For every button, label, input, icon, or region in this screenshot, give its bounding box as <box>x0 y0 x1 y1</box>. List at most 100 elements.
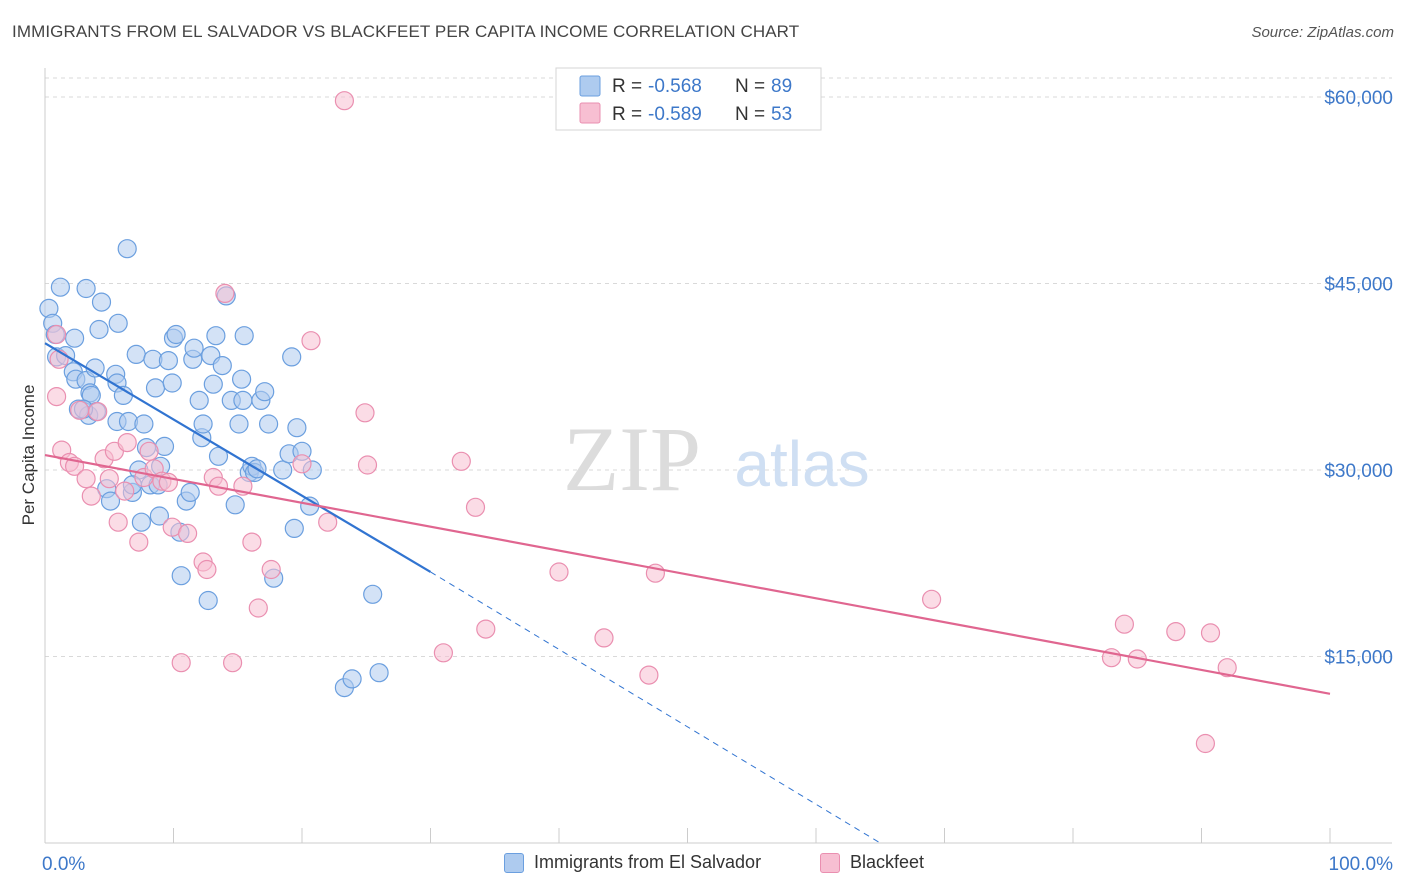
el-salvador-point <box>171 566 191 586</box>
el-salvador-point <box>117 239 137 259</box>
el-salvador-point <box>184 338 204 358</box>
blackfeet-point <box>292 454 312 474</box>
legend-r-value-2: -0.589 <box>648 104 702 125</box>
el-salvador-point <box>162 373 182 393</box>
legend-swatch-el-salvador <box>504 852 524 873</box>
el-salvador-point <box>64 328 85 348</box>
blackfeet-point <box>223 653 243 673</box>
y-tick-label: $30,000 <box>1324 461 1393 482</box>
blackfeet-point <box>115 481 135 501</box>
el-salvador-point <box>287 418 307 438</box>
blackfeet-point <box>1217 658 1237 678</box>
blackfeet-point <box>139 441 159 461</box>
el-salvador-point <box>89 319 109 340</box>
blackfeet-point <box>639 665 659 685</box>
trend-line-blackfeet <box>44 453 1331 695</box>
y-axis-label: Per Capita Income <box>19 385 38 526</box>
blackfeet-point <box>117 433 137 453</box>
blackfeet-point <box>129 532 149 552</box>
trend-line-el-salvador-extension <box>430 571 881 844</box>
blackfeet-point <box>81 486 101 506</box>
legend-item-el-salvador: Immigrants from El Salvador <box>504 852 761 873</box>
blackfeet-point <box>248 598 268 618</box>
blackfeet-point <box>301 331 321 351</box>
blackfeet-point <box>242 532 262 552</box>
blackfeet-point <box>108 512 128 532</box>
blackfeet-point <box>1166 621 1186 642</box>
blackfeet-point <box>197 559 217 580</box>
chart-title: IMMIGRANTS FROM EL SALVADOR VS BLACKFEET… <box>12 22 800 41</box>
el-salvador-point <box>206 326 226 346</box>
blackfeet-point <box>549 562 569 582</box>
legend-n-value-1: 89 <box>771 76 792 97</box>
el-salvador-point <box>126 344 146 364</box>
el-salvador-point <box>232 369 252 389</box>
axes <box>44 68 1392 844</box>
el-salvador-point <box>91 292 112 312</box>
blackfeet-point <box>49 349 69 369</box>
el-salvador-point <box>198 590 218 611</box>
x-tick-labels: 0.0% 100.0% <box>42 854 1393 875</box>
el-salvador-point <box>134 414 154 434</box>
el-salvador-point <box>108 313 128 333</box>
el-salvador-point <box>180 482 200 502</box>
y-tick-label: $15,000 <box>1324 648 1393 669</box>
el-salvador-point <box>225 495 245 515</box>
el-salvador-point <box>284 518 304 539</box>
blackfeet-point <box>261 559 281 580</box>
el-salvador-point <box>145 378 166 398</box>
legend-swatch-blackfeet <box>820 852 840 873</box>
blackfeet-point <box>171 653 191 673</box>
el-salvador-point <box>255 382 275 402</box>
el-salvador-point <box>50 277 71 297</box>
blackfeet-point <box>46 324 67 345</box>
blackfeet-point <box>1114 614 1135 634</box>
legend-top: R = -0.568 N = 89 R = -0.589 N = 53 <box>555 67 822 131</box>
blackfeet-point <box>921 589 942 609</box>
el-salvador-point <box>229 414 249 434</box>
el-salvador-point <box>369 663 389 683</box>
el-salvador-point <box>212 356 232 376</box>
legend-r-label-2: R = <box>612 104 642 125</box>
el-salvador-point <box>203 374 223 394</box>
source-label: Source: ZipAtlas.com <box>1251 24 1394 41</box>
legend-r-label-1: R = <box>612 76 642 97</box>
trend-line-el-salvador <box>44 342 432 573</box>
legend-n-label-1: N = <box>735 76 765 97</box>
trend-lines <box>44 342 1331 844</box>
el-salvador-point <box>342 669 362 689</box>
el-salvador-point <box>259 414 279 434</box>
blackfeet-point <box>476 619 496 639</box>
blackfeet-point <box>1195 733 1216 754</box>
el-salvador-point <box>282 347 302 367</box>
legend-n-value-2: 53 <box>771 104 792 125</box>
el-salvador-point <box>363 584 383 604</box>
legend-n-label-2: N = <box>735 104 765 125</box>
legend-label-blackfeet: Blackfeet <box>850 852 925 872</box>
blackfeet-point <box>355 403 375 423</box>
blackfeet-point <box>178 523 198 544</box>
y-tick-label: $45,000 <box>1324 275 1393 296</box>
blackfeet-point <box>1200 623 1221 643</box>
el-salvador-point <box>193 414 213 434</box>
el-salvador-point <box>273 460 293 480</box>
el-salvador-point <box>131 512 151 532</box>
el-salvador-point <box>189 390 209 410</box>
blackfeet-point <box>215 283 235 303</box>
el-salvador-point <box>158 351 178 371</box>
blackfeet-point <box>465 497 486 517</box>
blackfeet-point <box>334 91 354 111</box>
blackfeet-point <box>594 628 614 648</box>
el-salvador-point <box>149 506 169 526</box>
blackfeet-point <box>357 455 378 475</box>
el-salvador-point <box>100 491 121 511</box>
legend-label-el-salvador: Immigrants from El Salvador <box>534 852 762 872</box>
legend-swatch-pink <box>579 102 601 124</box>
y-tick-label: $60,000 <box>1324 88 1393 109</box>
el-salvador-point <box>234 326 254 346</box>
legend-r-value-1: -0.568 <box>648 76 702 97</box>
watermark: ZIP atlas <box>563 408 870 510</box>
blackfeet-point <box>99 469 119 489</box>
watermark-atlas: atlas <box>734 428 869 500</box>
